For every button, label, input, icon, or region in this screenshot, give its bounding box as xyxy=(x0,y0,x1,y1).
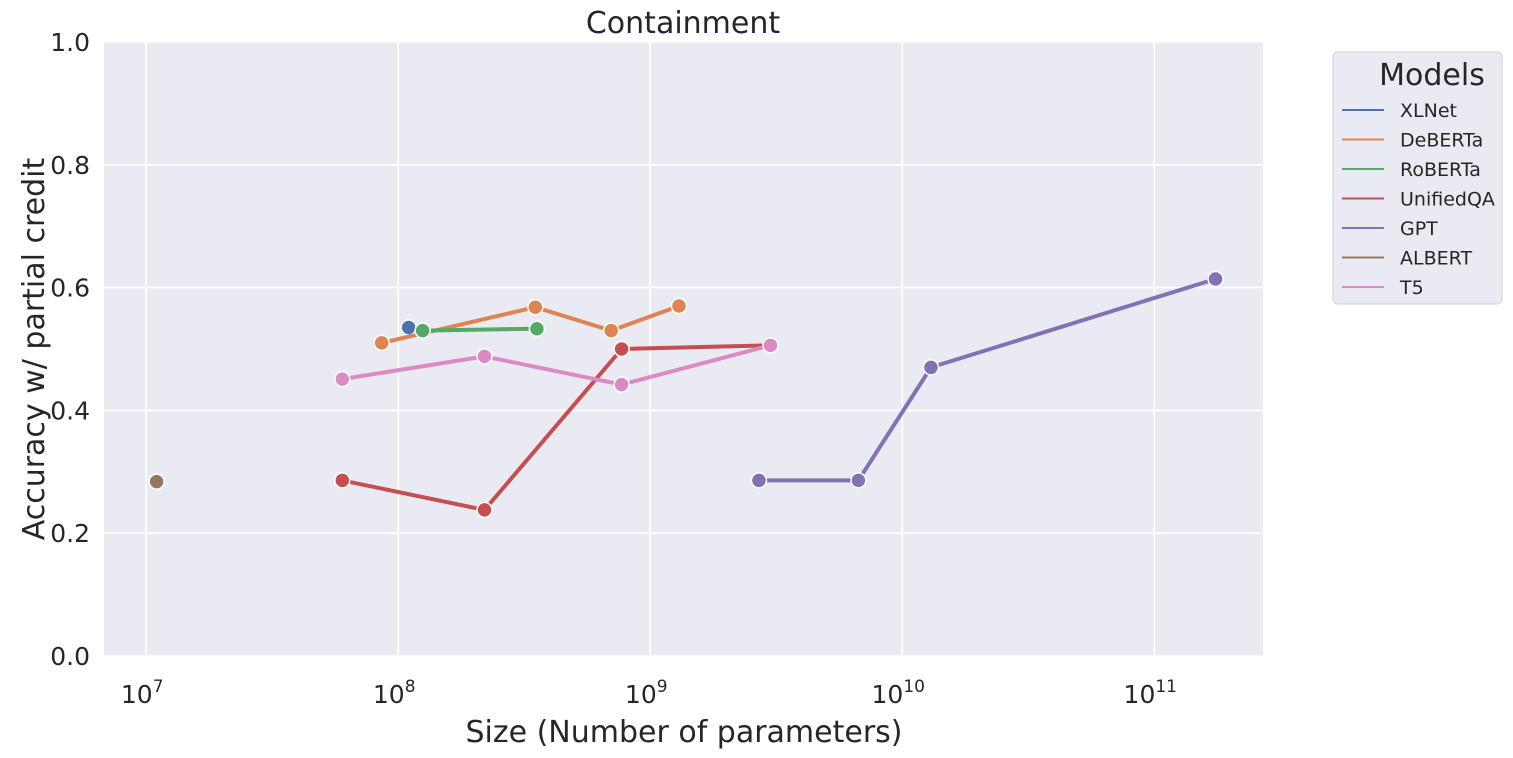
legend-item: UnifiedQA xyxy=(1342,189,1495,211)
data-point xyxy=(414,322,431,339)
series-t5 xyxy=(334,337,779,393)
legend-label: DeBERTa xyxy=(1400,130,1483,152)
series-gpt xyxy=(750,270,1224,489)
data-point xyxy=(528,320,546,337)
series-line xyxy=(379,304,681,345)
legend-item: DeBERTa xyxy=(1342,130,1483,152)
y-tick-label: 0.0 xyxy=(50,642,90,671)
y-axis-title: Accuracy w/ partial credit xyxy=(17,157,52,540)
data-point xyxy=(762,337,779,354)
series-xlnet xyxy=(400,319,417,336)
data-point xyxy=(373,334,390,352)
y-tick-label: 0.8 xyxy=(50,151,90,180)
y-tick-label: 0.4 xyxy=(50,396,90,425)
x-tick-label: 108 xyxy=(373,677,416,709)
y-tick-labels: 0.0 0.2 0.4 0.6 0.8 1.0 xyxy=(50,28,90,671)
x-tick-label: 1011 xyxy=(1124,677,1177,709)
data-point xyxy=(334,472,351,489)
data-point xyxy=(334,370,351,388)
x-tick-label: 1010 xyxy=(872,677,925,709)
y-tick-label: 0.2 xyxy=(50,519,90,548)
legend-item: ALBERT xyxy=(1342,248,1472,270)
data-point xyxy=(476,501,493,519)
data-point xyxy=(750,472,768,489)
x-tick-label: 107 xyxy=(121,677,164,709)
legend-title: Models xyxy=(1379,58,1485,93)
x-tick-labels: 107 108 109 1010 1011 xyxy=(121,677,1177,709)
data-point xyxy=(602,322,620,339)
x-tick-label: 109 xyxy=(625,677,668,709)
data-point xyxy=(613,376,630,393)
data-point xyxy=(922,359,940,376)
legend-label: T5 xyxy=(1399,277,1424,299)
y-tick-label: 1.0 xyxy=(50,28,90,57)
legend-item: RoBERTa xyxy=(1342,159,1481,181)
data-point xyxy=(850,472,867,489)
series-layer xyxy=(148,270,1224,519)
series-line xyxy=(420,326,539,333)
legend-item: GPT xyxy=(1342,218,1438,240)
grid-lines xyxy=(104,41,1263,657)
legend-item: T5 xyxy=(1342,277,1424,299)
data-point xyxy=(148,473,165,490)
legend-label: ALBERT xyxy=(1400,248,1472,270)
legend-box xyxy=(1332,51,1503,305)
data-point xyxy=(1207,270,1224,288)
series-line xyxy=(340,343,773,387)
legend-label: XLNet xyxy=(1400,100,1457,122)
legend-item: XLNet xyxy=(1342,100,1457,122)
legend-label: UnifiedQA xyxy=(1400,189,1495,211)
y-tick-label: 0.6 xyxy=(50,274,90,303)
data-point xyxy=(476,348,493,365)
legend-label: RoBERTa xyxy=(1400,159,1481,181)
data-point xyxy=(527,298,544,316)
data-point xyxy=(400,319,417,336)
legend-label: GPT xyxy=(1400,218,1438,240)
series-albert xyxy=(148,473,165,490)
chart-title: Containment xyxy=(586,6,781,41)
series-line xyxy=(757,277,1218,483)
series-line xyxy=(340,343,773,512)
series-roberta xyxy=(414,320,546,339)
legend-items: XLNet DeBERTa RoBERTa UnifiedQA GPT ALBERT T5 xyxy=(1342,100,1495,299)
x-axis-title: Size (Number of parameters) xyxy=(465,715,902,750)
legend: Models XLNet DeBERTa RoBERTa UnifiedQA GPT AL… xyxy=(1332,51,1503,305)
series-deberta xyxy=(373,297,688,352)
data-point xyxy=(670,297,688,315)
data-point xyxy=(613,340,630,358)
